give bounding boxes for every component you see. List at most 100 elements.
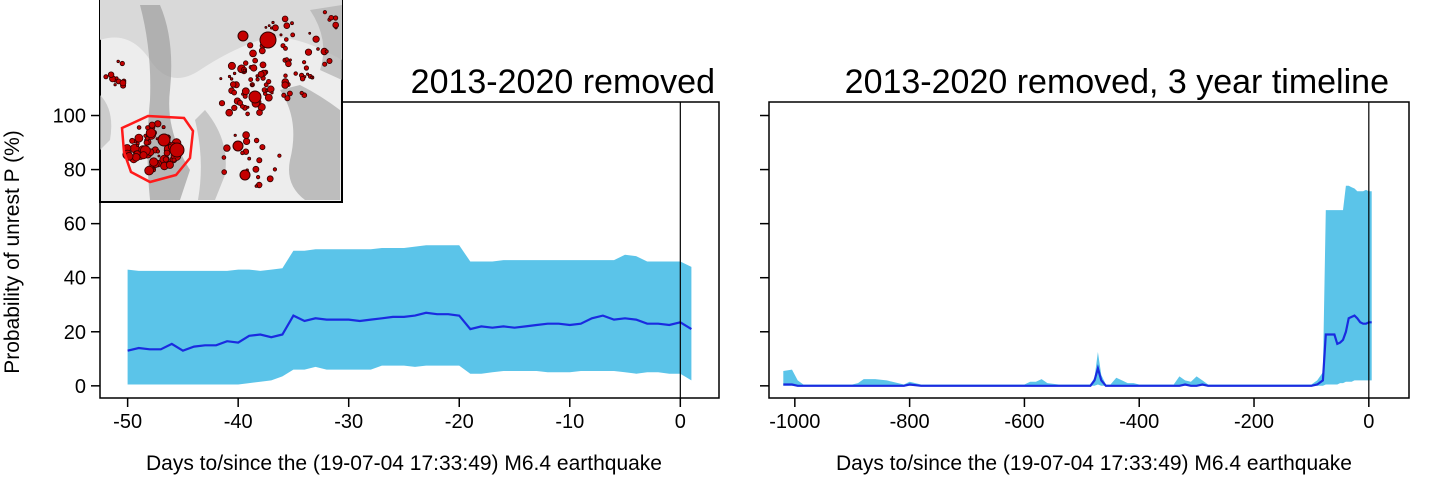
plot-frame xyxy=(99,101,720,399)
earthquake-marker xyxy=(252,57,258,64)
right-chart-panel: -1000 -800 -600 -400 -200 0 2013-2020 removed,… xyxy=(760,63,1410,475)
earthquake-marker xyxy=(134,133,144,143)
chart-title: 2013-2020 removed xyxy=(411,63,715,101)
inset-region-outline xyxy=(120,114,195,184)
x-tick-label: -50 xyxy=(113,411,142,433)
earthquake-marker xyxy=(165,160,174,169)
earthquake-marker xyxy=(231,104,238,112)
y-tick-label: 60 xyxy=(64,214,86,236)
earthquake-marker xyxy=(144,165,154,176)
earthquake-marker xyxy=(264,93,273,102)
earthquake-marker xyxy=(154,120,162,128)
chart-title: 2013-2020 removed, 3 year timeline xyxy=(845,63,1389,101)
earthquake-marker xyxy=(246,105,250,109)
inset-seismicity-map xyxy=(99,0,343,203)
earthquake-marker xyxy=(237,30,249,42)
earthquake-marker xyxy=(119,79,127,87)
earthquake-marker xyxy=(332,15,339,21)
earthquake-marker xyxy=(267,24,271,28)
earthquake-marker xyxy=(247,42,254,49)
earthquake-marker xyxy=(281,92,287,98)
earthquake-marker xyxy=(283,37,289,42)
confidence-band xyxy=(127,245,692,385)
left-chart-panel: -50 -40 -30 -20 -10 0 0 20 40 60 80 100 2013-2020 re… xyxy=(1,63,720,475)
earthquake-marker xyxy=(316,47,320,51)
earthquake-marker xyxy=(136,125,142,130)
earthquake-marker xyxy=(254,184,258,188)
y-tick-label: 100 xyxy=(53,106,86,128)
x-tick-label: -800 xyxy=(890,411,930,433)
x-tick-label: 0 xyxy=(1363,411,1374,433)
earthquake-marker xyxy=(286,90,293,97)
earthquake-marker xyxy=(231,89,238,96)
earthquake-marker xyxy=(272,167,277,172)
earthquake-marker xyxy=(285,60,292,68)
earthquake-marker xyxy=(107,71,115,78)
earthquake-marker xyxy=(277,153,282,158)
y-axis-label: Probability of unrest P (%) xyxy=(1,130,24,374)
earthquake-marker xyxy=(258,47,266,55)
earthquake-marker xyxy=(328,15,334,21)
earthquake-marker xyxy=(248,90,262,104)
earthquake-marker xyxy=(301,60,307,65)
earthquake-marker xyxy=(283,73,288,78)
earthquake-marker xyxy=(322,61,328,67)
earthquake-marker xyxy=(171,157,177,163)
earthquake-marker xyxy=(288,58,292,62)
earthquake-marker xyxy=(303,65,309,71)
earthquake-marker xyxy=(271,20,275,25)
earthquake-marker xyxy=(271,24,279,32)
earthquake-marker xyxy=(113,83,117,87)
earthquake-marker xyxy=(293,71,298,76)
earthquake-marker xyxy=(162,156,169,163)
earthquake-marker xyxy=(249,49,257,58)
y-tick-label: 40 xyxy=(64,268,86,290)
x-tick-label: -1000 xyxy=(769,411,820,433)
earthquake-marker xyxy=(284,95,291,102)
plot-frame xyxy=(768,101,1410,399)
earthquake-marker xyxy=(250,83,254,87)
earthquake-marker xyxy=(290,21,294,26)
y-tick-label: 20 xyxy=(64,322,86,344)
earthquake-marker xyxy=(114,76,119,81)
earthquake-marker xyxy=(242,131,250,139)
earthquake-marker xyxy=(219,77,223,81)
x-axis-label: Days to/since the (19-07-04 17:33:49) M6… xyxy=(836,452,1352,475)
x-tick-label: -40 xyxy=(224,411,253,433)
earthquake-marker xyxy=(227,61,236,70)
earthquake-marker xyxy=(155,149,160,154)
earthquake-marker xyxy=(290,32,296,38)
x-tick-label: -30 xyxy=(334,411,363,433)
earthquake-marker xyxy=(221,155,227,160)
earthquake-marker xyxy=(233,133,237,137)
earthquake-marker xyxy=(148,121,156,129)
earthquake-marker xyxy=(304,48,313,56)
x-axis-label: Days to/since the (19-07-04 17:33:49) M6… xyxy=(146,452,662,475)
earthquake-marker xyxy=(218,100,226,107)
earthquake-marker xyxy=(253,137,260,144)
earthquake-marker xyxy=(236,99,243,106)
earthquake-marker xyxy=(266,79,272,85)
earthquake-marker xyxy=(240,150,245,156)
earthquake-marker xyxy=(232,140,244,152)
earthquake-marker xyxy=(332,21,340,29)
earthquake-marker xyxy=(283,22,291,30)
earthquake-marker xyxy=(119,60,125,67)
inset-earthquake-markers xyxy=(103,10,340,189)
earthquake-marker xyxy=(145,125,151,131)
x-tick-label: -10 xyxy=(555,411,584,433)
earthquake-marker xyxy=(267,85,275,93)
earthquake-marker xyxy=(255,77,260,82)
y-tick-label: 80 xyxy=(64,160,86,182)
earthquake-marker xyxy=(136,143,140,147)
earthquake-marker xyxy=(255,175,261,180)
earthquake-marker xyxy=(103,74,109,80)
x-tick-label: -600 xyxy=(1004,411,1044,433)
earthquake-marker xyxy=(229,77,234,81)
x-tick-label: -400 xyxy=(1119,411,1159,433)
earthquake-marker xyxy=(259,144,266,151)
earthquake-marker xyxy=(279,33,283,37)
earthquake-marker xyxy=(169,142,185,158)
earthquake-marker xyxy=(243,137,251,145)
earthquake-marker xyxy=(161,125,166,130)
